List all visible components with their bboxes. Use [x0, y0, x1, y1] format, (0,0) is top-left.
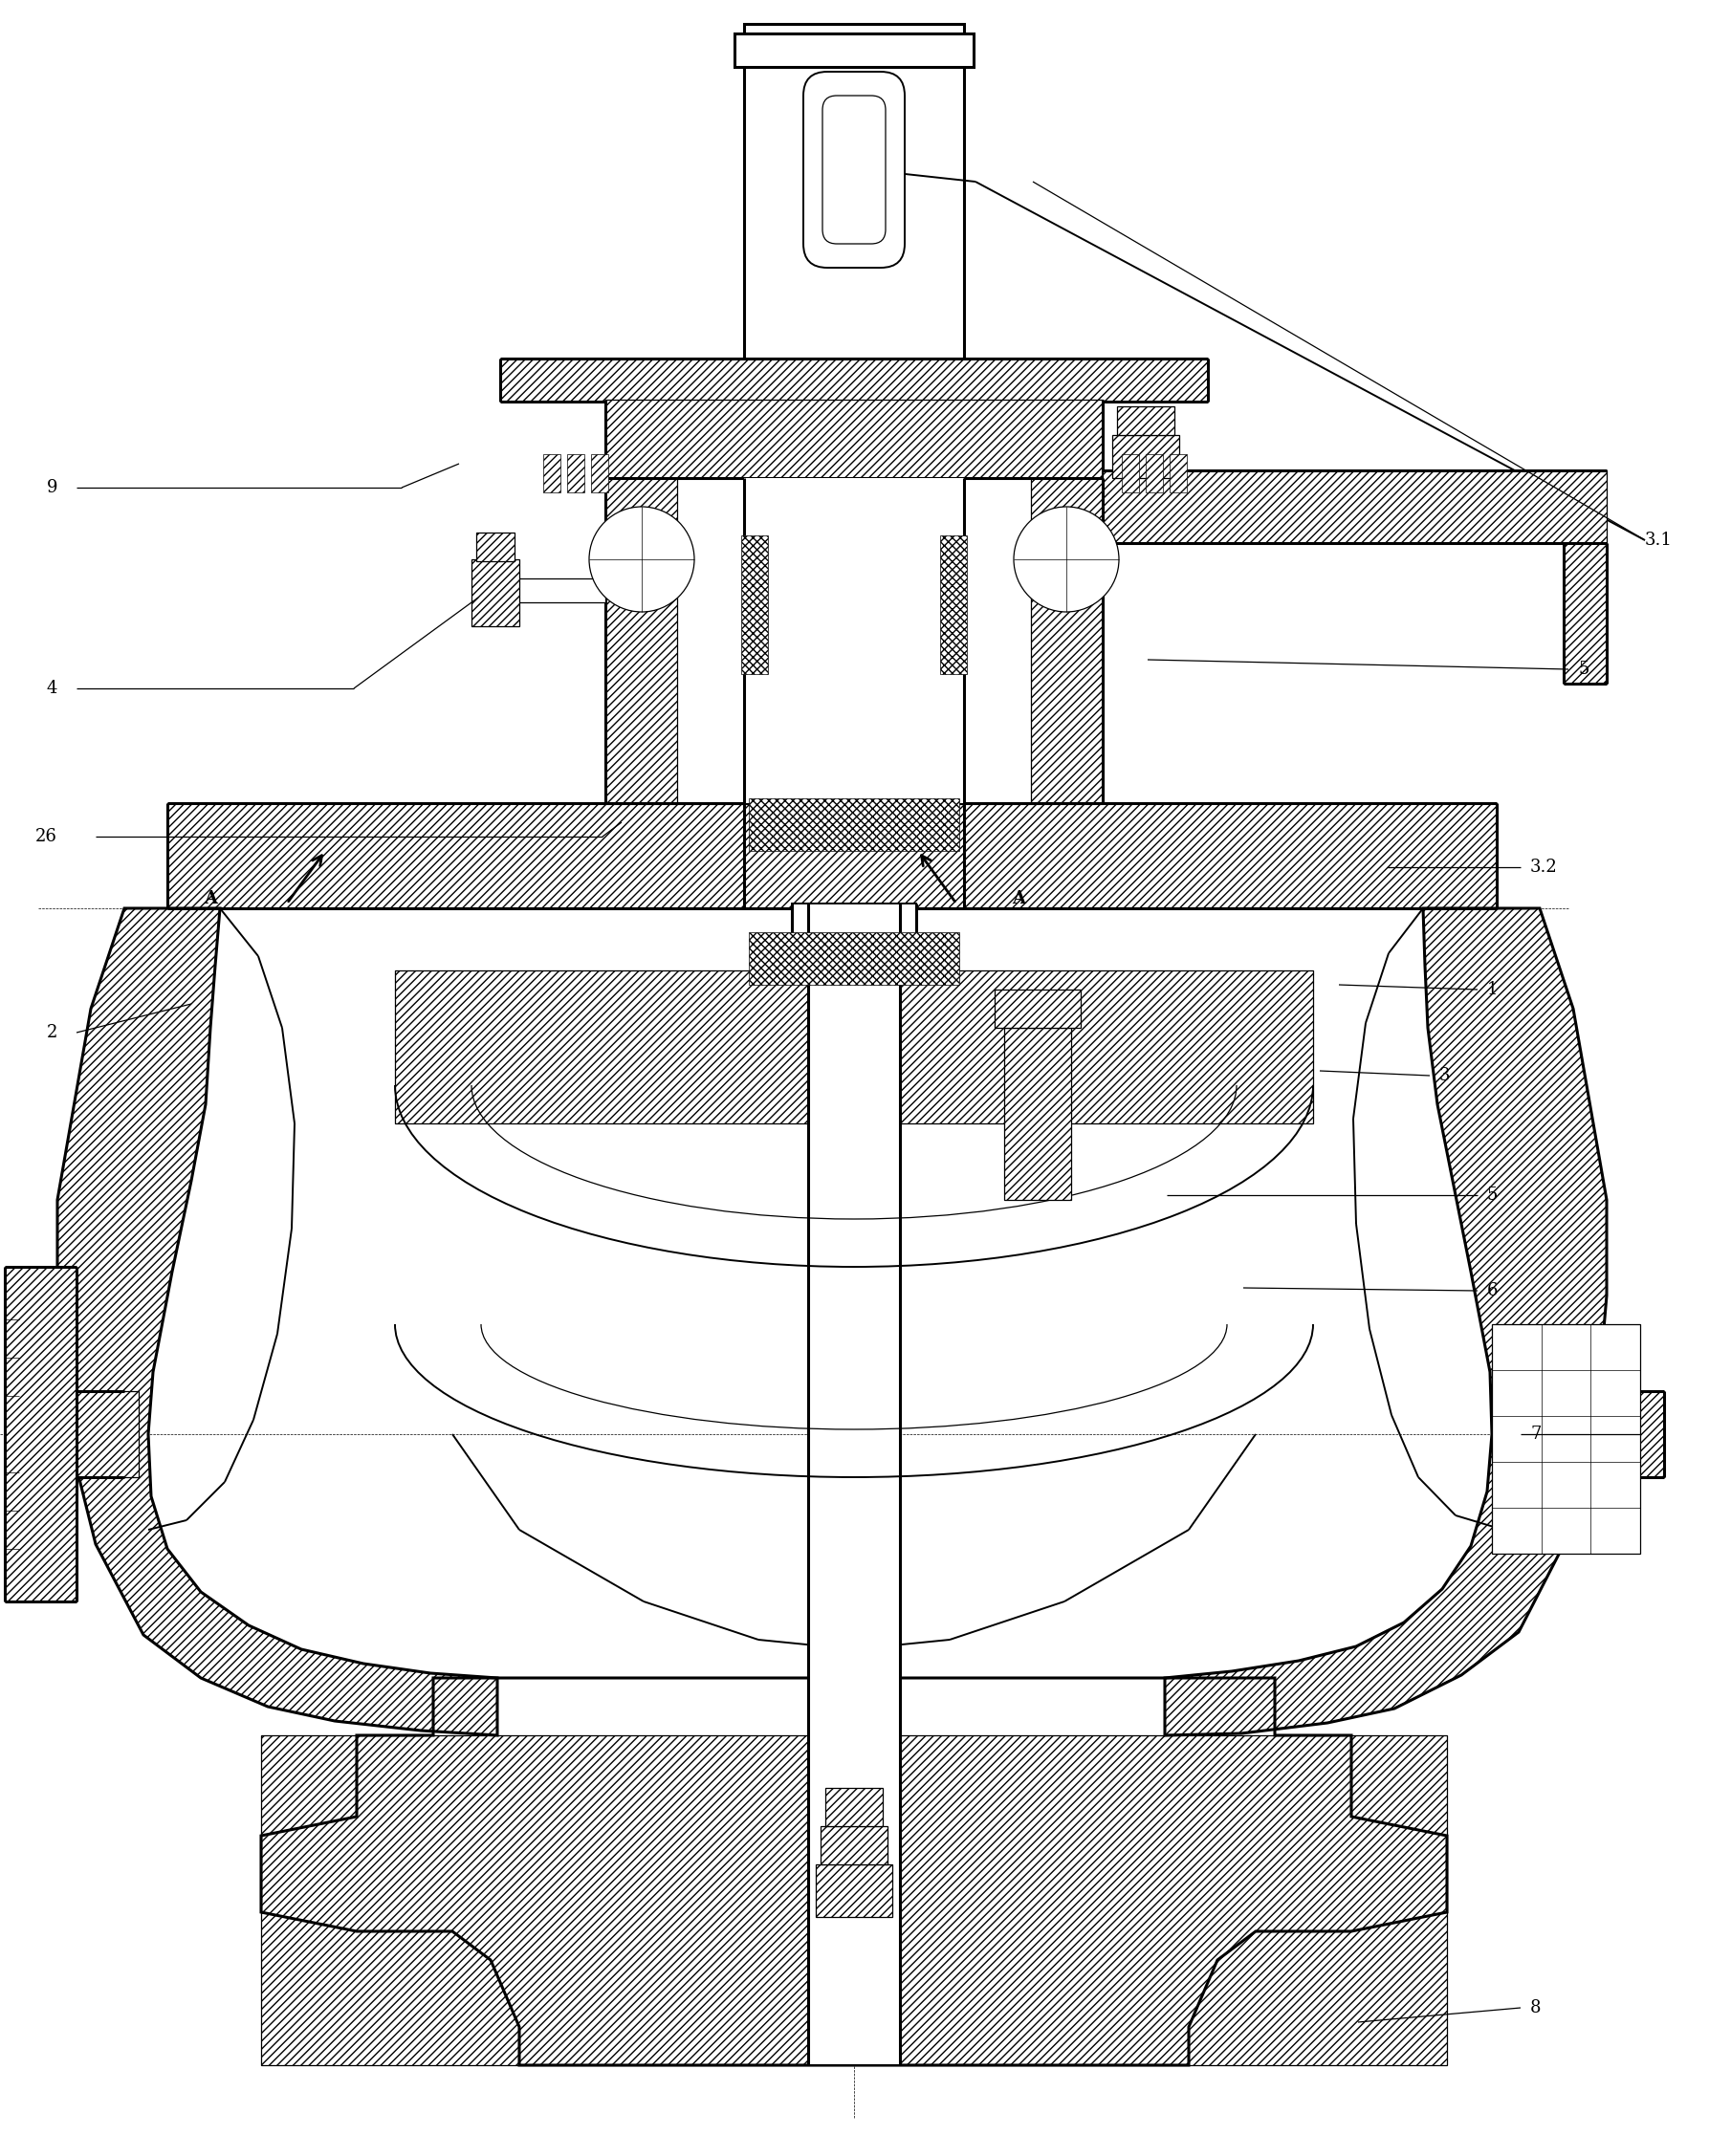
Bar — [1121, 455, 1138, 492]
Bar — [605, 479, 677, 804]
Bar — [5, 1268, 77, 1602]
Bar — [1102, 470, 1606, 543]
Bar — [567, 455, 584, 492]
Text: 7: 7 — [1530, 1425, 1542, 1442]
Bar — [1145, 455, 1162, 492]
Bar — [825, 1787, 884, 1826]
Bar — [261, 1736, 1448, 2065]
Text: A: A — [203, 890, 217, 908]
Bar — [995, 990, 1080, 1028]
Text: 3.2: 3.2 — [1530, 858, 1557, 875]
Bar — [1113, 436, 1179, 479]
Bar — [395, 970, 808, 1123]
Bar — [791, 903, 916, 955]
Bar — [1492, 1324, 1641, 1554]
Bar — [742, 535, 767, 675]
Bar — [472, 558, 520, 625]
Bar — [591, 455, 608, 492]
Bar — [543, 455, 561, 492]
Bar — [901, 970, 1313, 1123]
Bar — [490, 578, 605, 602]
Circle shape — [590, 507, 694, 612]
Text: 4: 4 — [46, 679, 58, 696]
Text: 9: 9 — [46, 479, 58, 496]
Text: A: A — [1012, 890, 1025, 908]
Text: 2: 2 — [46, 1024, 58, 1041]
Bar — [820, 1826, 887, 1865]
Bar — [743, 24, 964, 369]
Bar — [1031, 479, 1102, 804]
Bar — [901, 970, 1313, 1123]
Text: 5: 5 — [1577, 660, 1589, 677]
Bar — [395, 970, 808, 1123]
Bar — [77, 1391, 138, 1477]
Polygon shape — [58, 908, 497, 1736]
Bar — [167, 804, 1497, 908]
Bar — [749, 931, 959, 985]
Text: 1: 1 — [1487, 981, 1499, 998]
Bar — [1502, 1391, 1665, 1477]
Text: 26: 26 — [36, 828, 58, 845]
Bar — [940, 535, 967, 675]
FancyBboxPatch shape — [803, 71, 904, 267]
Bar — [501, 358, 1208, 401]
Bar — [743, 479, 964, 804]
Bar — [1118, 405, 1174, 436]
Bar — [477, 533, 514, 561]
Bar — [735, 34, 974, 67]
Text: 3.1: 3.1 — [1646, 533, 1673, 550]
Bar — [808, 903, 901, 2065]
Text: 3: 3 — [1439, 1067, 1451, 1084]
Text: 8: 8 — [1530, 1999, 1542, 2016]
Text: 5: 5 — [1487, 1186, 1499, 1203]
Polygon shape — [1166, 908, 1606, 1736]
Bar — [1005, 1028, 1072, 1201]
Circle shape — [1013, 507, 1119, 612]
Text: 6: 6 — [1487, 1283, 1499, 1300]
Bar — [605, 399, 1102, 479]
Bar — [749, 798, 959, 852]
Bar — [1169, 455, 1186, 492]
FancyBboxPatch shape — [822, 95, 885, 244]
Bar — [1564, 543, 1606, 683]
Bar — [815, 1865, 892, 1917]
